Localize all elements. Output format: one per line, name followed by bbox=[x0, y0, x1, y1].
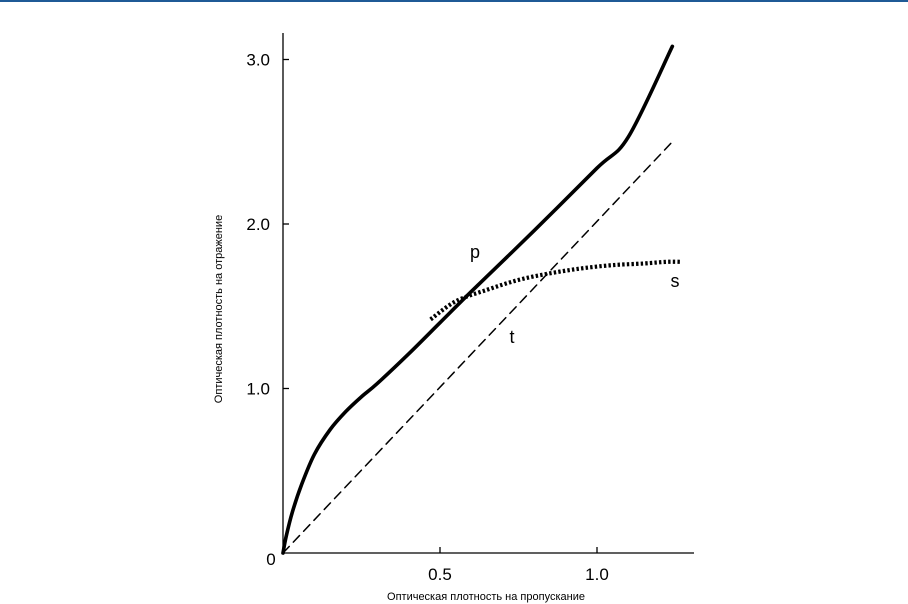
header-rule bbox=[0, 0, 908, 2]
x-axis-title: Оптическая плотность на пропускание bbox=[387, 591, 585, 603]
series-s-label: s bbox=[671, 271, 680, 291]
series-layer bbox=[281, 44, 682, 555]
y-tick-label: 2.0 bbox=[246, 215, 270, 234]
y-tick-label: 3.0 bbox=[246, 51, 270, 70]
x-tick-label: 0.5 bbox=[428, 565, 452, 584]
y-tick-label: 1.0 bbox=[246, 380, 270, 399]
series-t-label: t bbox=[509, 327, 514, 347]
series-t-line bbox=[282, 141, 674, 554]
axes: 0.5 1.0 1.0 2.0 3.0 bbox=[246, 33, 694, 584]
series-s-line bbox=[429, 259, 682, 322]
x-tick-label: 1.0 bbox=[585, 565, 609, 584]
y-axis-title: Оптическая плотность на отражение bbox=[213, 215, 225, 403]
labels-layer: Оптическая плотность на пропускание Опти… bbox=[213, 215, 680, 603]
series-p-label: p bbox=[470, 242, 480, 262]
series-p-line bbox=[281, 44, 675, 555]
origin-label: 0 bbox=[266, 550, 275, 569]
